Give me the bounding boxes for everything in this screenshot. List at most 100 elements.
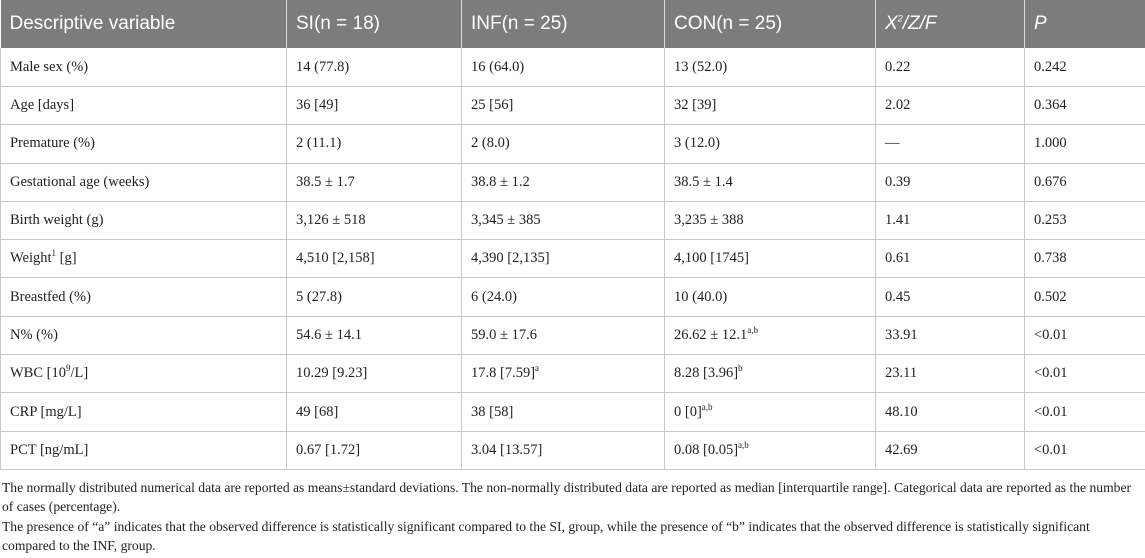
cell-statistic-text: 1.41 xyxy=(885,212,911,229)
cell-inf: 17.8 [7.59]a xyxy=(461,354,665,394)
cell-inf-superscript: a xyxy=(535,363,540,374)
cell-p-text: 0.502 xyxy=(1034,288,1067,305)
cell-si-text: 5 (27.8) xyxy=(296,288,342,305)
table-row: PCT [ng/mL] 0.67 [1.72] 3.04 [13.57] 0.08 [… xyxy=(0,431,1145,470)
header-statistic-sup: 2 xyxy=(897,13,903,24)
cell-con-superscript: b xyxy=(738,363,743,374)
cell-variable-text: Breastfed (%) xyxy=(10,288,91,305)
cell-variable: Weight1 [g] xyxy=(0,239,287,279)
cell-si-text: 49 [68] xyxy=(296,403,339,420)
cell-con: 8.28 [3.96]b xyxy=(664,354,876,394)
cell-p-text: <0.01 xyxy=(1034,403,1068,420)
cell-con: 3,235 ± 388 xyxy=(664,201,876,241)
cell-si-text: 14 (77.8) xyxy=(296,58,350,75)
cell-p-text: 0.738 xyxy=(1034,250,1067,267)
cell-statistic: 0.45 xyxy=(875,277,1025,317)
cell-con: 26.62 ± 12.1a,b xyxy=(664,316,876,356)
cell-si-text: 36 [49] xyxy=(296,97,339,114)
cell-con-text: 8.28 [3.96] xyxy=(674,365,739,382)
cell-con-text: 0 [0] xyxy=(674,403,702,420)
cell-variable-text: Gestational age (weeks) xyxy=(10,173,150,190)
table-row: Breastfed (%) 5 (27.8) 6 (24.0) 10 (40.0) 0.… xyxy=(0,277,1145,317)
cell-variable-text: Age [days] xyxy=(10,97,75,114)
cell-p-text: 1.000 xyxy=(1034,135,1067,152)
header-variable: Descriptive variable xyxy=(0,0,287,48)
cell-con: 13 (52.0) xyxy=(664,48,876,87)
cell-variable-text: Male sex (%) xyxy=(10,58,89,75)
cell-inf-text: 17.8 [7.59] xyxy=(471,365,536,382)
table-row: Birth weight (g) 3,126 ± 518 3,345 ± 385 3,… xyxy=(0,201,1145,241)
cell-con-superscript: a,b xyxy=(747,325,758,336)
cell-variable-text: CRP [mg/L] xyxy=(10,403,82,420)
cell-variable: Gestational age (weeks) xyxy=(0,163,287,202)
cell-inf-text: 16 (64.0) xyxy=(471,58,525,75)
cell-si-text: 2 (11.1) xyxy=(296,135,342,152)
cell-inf-text: 59.0 ± 17.6 xyxy=(471,326,537,343)
cell-p: 0.738 xyxy=(1024,239,1145,279)
cell-inf-text: 6 (24.0) xyxy=(471,288,517,305)
cell-con: 0.08 [0.05]a,b xyxy=(664,431,876,470)
descriptive-table: Descriptive variable SI(n = 18) INF(n = … xyxy=(0,0,1145,470)
cell-si: 3,126 ± 518 xyxy=(286,201,462,241)
cell-statistic-text: 48.10 xyxy=(885,403,918,420)
cell-si-text: 0.67 [1.72] xyxy=(296,441,361,458)
cell-variable-text: Birth weight (g) xyxy=(10,212,104,229)
note-significance: The presence of “a” indicates that the o… xyxy=(2,518,1090,554)
cell-p: 0.253 xyxy=(1024,201,1145,241)
cell-con-text: 4,100 [1745] xyxy=(674,250,749,267)
cell-con-text: 3 (12.0) xyxy=(674,135,720,152)
cell-inf: 2 (8.0) xyxy=(461,124,665,164)
header-statistic-x: X xyxy=(885,13,898,34)
cell-statistic-text: 33.91 xyxy=(885,326,918,343)
cell-con: 4,100 [1745] xyxy=(664,239,876,279)
cell-si-text: 54.6 ± 14.1 xyxy=(296,326,362,343)
cell-statistic-text: 2.02 xyxy=(885,97,911,114)
cell-inf: 6 (24.0) xyxy=(461,277,665,317)
table-row: Gestational age (weeks) 38.5 ± 1.7 38.8 ± … xyxy=(0,163,1145,202)
cell-p-text: <0.01 xyxy=(1034,326,1068,343)
cell-statistic: 0.61 xyxy=(875,239,1025,279)
cell-con-text: 32 [39] xyxy=(674,97,717,114)
cell-statistic: 42.69 xyxy=(875,431,1025,470)
cell-si: 0.67 [1.72] xyxy=(286,431,462,470)
cell-si-text: 4,510 [2,158] xyxy=(296,250,375,267)
cell-inf-text: 3.04 [13.57] xyxy=(471,441,543,458)
cell-con-text: 3,235 ± 388 xyxy=(674,212,744,229)
cell-statistic-text: 23.11 xyxy=(885,365,918,382)
cell-si: 38.5 ± 1.7 xyxy=(286,163,462,202)
cell-statistic-text: 0.22 xyxy=(885,58,911,75)
cell-p: <0.01 xyxy=(1024,392,1145,432)
table-row: N% (%) 54.6 ± 14.1 59.0 ± 17.6 26.62 ± 12.1… xyxy=(0,316,1145,356)
table-notes: The normally distributed numerical data … xyxy=(0,470,1145,556)
cell-inf: 38 [58] xyxy=(461,392,665,432)
cell-con-text: 38.5 ± 1.4 xyxy=(674,173,733,190)
cell-con: 0 [0]a,b xyxy=(664,392,876,432)
cell-inf: 25 [56] xyxy=(461,86,665,126)
cell-con-superscript: a,b xyxy=(738,439,749,450)
cell-p-text: 0.676 xyxy=(1034,173,1067,190)
table-row: Male sex (%) 14 (77.8) 16 (64.0) 13 (52.0) 0… xyxy=(0,48,1145,87)
cell-con-text: 0.08 [0.05] xyxy=(674,441,739,458)
table-row: Premature (%) 2 (11.1) 2 (8.0) 3 (12.0) — 1.0… xyxy=(0,124,1145,164)
cell-inf-text: 2 (8.0) xyxy=(471,135,510,152)
cell-p-text: <0.01 xyxy=(1034,365,1068,382)
table-row: WBC [109/L] 10.29 [9.23] 17.8 [7.59]a 8.28 … xyxy=(0,354,1145,394)
cell-inf-text: 38 [58] xyxy=(471,403,514,420)
cell-inf-text: 25 [56] xyxy=(471,97,514,114)
table-row: Weight1 [g] 4,510 [2,158] 4,390 [2,135] 4,1… xyxy=(0,239,1145,279)
header-inf: INF(n = 25) xyxy=(461,0,665,48)
cell-si: 10.29 [9.23] xyxy=(286,354,462,394)
cell-variable-text: Weight xyxy=(10,250,52,267)
cell-variable-text: PCT [ng/mL] xyxy=(10,441,89,458)
cell-variable: Breastfed (%) xyxy=(0,277,287,317)
header-statistic-rest: /Z/F xyxy=(902,13,937,34)
cell-statistic: 2.02 xyxy=(875,86,1025,126)
cell-con: 38.5 ± 1.4 xyxy=(664,163,876,202)
cell-p: <0.01 xyxy=(1024,354,1145,394)
cell-inf-text: 3,345 ± 385 xyxy=(471,212,541,229)
cell-si: 49 [68] xyxy=(286,392,462,432)
cell-con: 3 (12.0) xyxy=(664,124,876,164)
cell-inf: 59.0 ± 17.6 xyxy=(461,316,665,356)
cell-p: 0.242 xyxy=(1024,48,1145,87)
cell-variable: Age [days] xyxy=(0,86,287,126)
